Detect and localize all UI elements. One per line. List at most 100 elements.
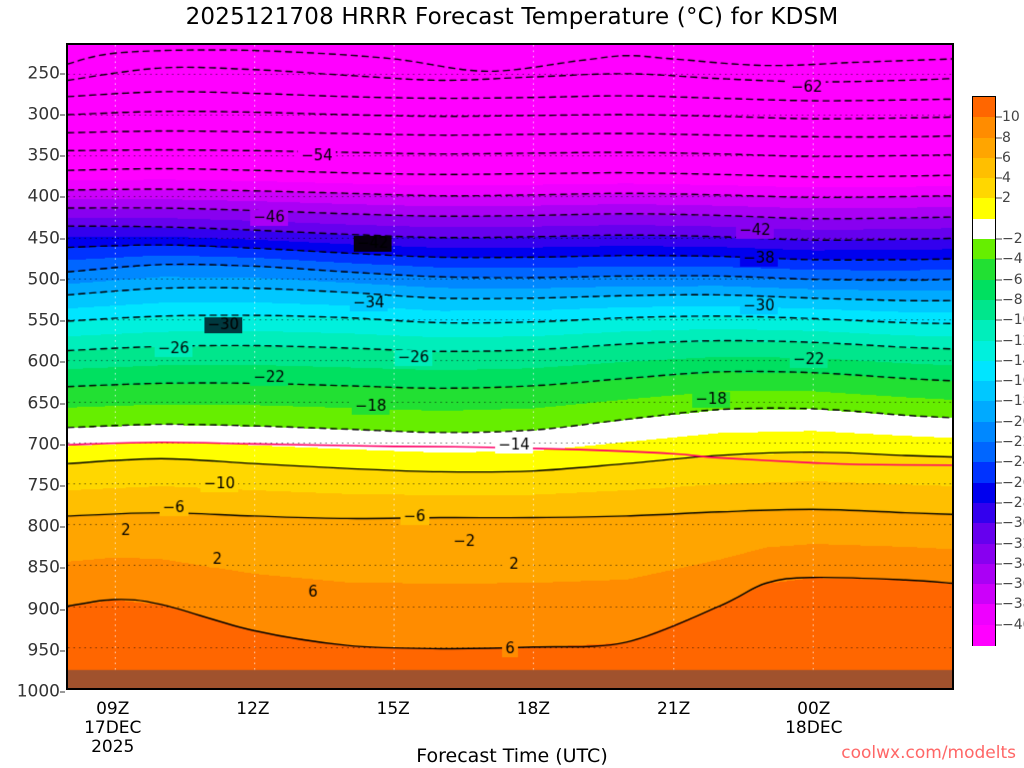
y-axis-tick-label: 800 bbox=[27, 516, 60, 537]
colorbar-swatch bbox=[973, 198, 995, 220]
colorbar-tick bbox=[996, 177, 1002, 179]
colorbar-tick bbox=[996, 400, 1002, 402]
colorbar-swatch bbox=[973, 239, 995, 260]
colorbar-swatch bbox=[973, 523, 995, 545]
colorbar-tick-label: −12 bbox=[1002, 332, 1024, 349]
colorbar-swatch bbox=[973, 117, 995, 139]
colorbar-tick-label: −8 bbox=[1002, 291, 1023, 308]
colorbar-swatch bbox=[973, 604, 995, 626]
colorbar-tick bbox=[996, 421, 1002, 423]
page-title: 2025121708 HRRR Forecast Temperature (°C… bbox=[185, 4, 839, 30]
colorbar-tick bbox=[996, 116, 1002, 118]
y-axis-tick-label: 250 bbox=[27, 63, 60, 84]
colorbar bbox=[972, 96, 996, 646]
colorbar-swatch bbox=[973, 563, 995, 585]
colorbar-tick-label: −28 bbox=[1002, 494, 1024, 511]
colorbar-tick-label: −26 bbox=[1002, 474, 1024, 491]
colorbar-swatch bbox=[973, 299, 995, 321]
colorbar-swatch bbox=[973, 137, 995, 159]
colorbar-tick bbox=[996, 482, 1002, 484]
colorbar-swatch bbox=[973, 482, 995, 504]
y-axis-labels: 250 300 350 400 450 500 550 600 650 700 750 800 850 9… bbox=[0, 43, 65, 700]
colorbar-tick-label: −34 bbox=[1002, 555, 1024, 572]
colorbar-tick bbox=[996, 340, 1002, 342]
y-axis-tick-label: 350 bbox=[27, 145, 60, 166]
y-axis-tick bbox=[60, 526, 65, 528]
colorbar-tick-label: −6 bbox=[1002, 271, 1023, 288]
x-axis-labels: 09Z 17DEC 2025 12Z 15Z 18Z 21Z 00Z 18DEC bbox=[0, 694, 1024, 768]
colorbar-swatch bbox=[973, 320, 995, 342]
y-axis-tick bbox=[60, 403, 65, 405]
colorbar-swatch bbox=[973, 218, 995, 240]
y-axis-tick bbox=[60, 238, 65, 240]
colorbar-tick-label: −20 bbox=[1002, 413, 1024, 430]
colorbar-tick bbox=[996, 543, 1002, 545]
y-axis-tick bbox=[60, 567, 65, 569]
x-axis-tick-label: 15Z bbox=[376, 699, 410, 719]
x-axis-tick-label: 21Z bbox=[656, 699, 691, 719]
y-axis-tick-label: 650 bbox=[27, 393, 60, 414]
colorbar-tick bbox=[996, 299, 1002, 301]
colorbar-tick bbox=[996, 380, 1002, 382]
colorbar-tick-label: −32 bbox=[1002, 535, 1024, 552]
y-axis-tick-label: 550 bbox=[27, 310, 60, 331]
colorbar-tick bbox=[996, 197, 1002, 199]
colorbar-labels: 10 8 6 4 2 −2 −4 −6 −8 −10 −12 −14 −16 −18 −20 −22 −24 −2… bbox=[996, 96, 1024, 646]
colorbar-tick-label: −36 bbox=[1002, 576, 1024, 593]
colorbar-tick-label: 4 bbox=[1002, 170, 1011, 187]
colorbar-tick bbox=[996, 583, 1002, 585]
y-axis-tick-label: 600 bbox=[27, 351, 60, 372]
colorbar-tick-label: −38 bbox=[1002, 596, 1024, 613]
y-axis-tick bbox=[60, 361, 65, 363]
colorbar-tick-label: −30 bbox=[1002, 515, 1024, 532]
colorbar-tick bbox=[996, 319, 1002, 321]
y-axis-tick-label: 500 bbox=[27, 269, 60, 290]
colorbar-tick bbox=[996, 157, 1002, 159]
colorbar-tick bbox=[996, 522, 1002, 524]
colorbar-tick bbox=[996, 279, 1002, 281]
colorbar-swatch bbox=[973, 178, 995, 200]
colorbar-swatch bbox=[973, 442, 995, 463]
colorbar-tick bbox=[996, 441, 1002, 443]
colorbar-swatch bbox=[973, 360, 995, 382]
y-axis-tick bbox=[60, 155, 65, 157]
colorbar-tick bbox=[996, 461, 1002, 463]
colorbar-tick bbox=[996, 624, 1002, 626]
colorbar-swatch bbox=[973, 157, 995, 179]
colorbar-tick-label: 8 bbox=[1002, 129, 1011, 146]
watermark-credit: coolwx.com/modelts bbox=[841, 743, 1016, 763]
y-axis-tick bbox=[60, 485, 65, 487]
temperature-cross-section-canvas bbox=[68, 45, 952, 688]
y-axis-tick bbox=[60, 650, 65, 652]
x-axis-tick-label: 12Z bbox=[236, 699, 270, 719]
colorbar-tick-label: −2 bbox=[1002, 231, 1023, 248]
colorbar-tick-label: −40 bbox=[1002, 616, 1024, 633]
x-axis-tick-label: 09Z 17DEC 2025 bbox=[84, 699, 142, 757]
y-axis-tick-label: 900 bbox=[27, 599, 60, 620]
y-axis-tick bbox=[60, 609, 65, 611]
colorbar-tick-label: −16 bbox=[1002, 373, 1024, 390]
colorbar-tick-label: −14 bbox=[1002, 352, 1024, 369]
colorbar-swatch bbox=[973, 340, 995, 362]
colorbar-tick-label: −10 bbox=[1002, 312, 1024, 329]
y-axis-tick bbox=[60, 114, 65, 116]
y-axis-tick bbox=[60, 444, 65, 446]
y-axis-tick bbox=[60, 196, 65, 198]
x-axis-title: Forecast Time (UTC) bbox=[416, 745, 608, 767]
colorbar-swatch bbox=[973, 279, 995, 301]
y-axis-tick-label: 450 bbox=[27, 228, 60, 249]
colorbar-tick-label: −22 bbox=[1002, 434, 1024, 451]
colorbar-swatch bbox=[973, 624, 995, 646]
colorbar-swatch bbox=[973, 543, 995, 565]
colorbar-tick bbox=[996, 502, 1002, 504]
y-axis-tick-label: 950 bbox=[27, 640, 60, 661]
y-axis-tick bbox=[60, 279, 65, 281]
colorbar-swatch bbox=[973, 97, 995, 118]
colorbar-swatch bbox=[973, 401, 995, 423]
colorbar-tick-label: −18 bbox=[1002, 393, 1024, 410]
colorbar-swatch bbox=[973, 381, 995, 403]
colorbar-tick bbox=[996, 137, 1002, 139]
y-axis-tick-label: 1000 bbox=[16, 681, 60, 702]
y-axis-tick-label: 400 bbox=[27, 186, 60, 207]
y-axis-tick-label: 700 bbox=[27, 434, 60, 455]
